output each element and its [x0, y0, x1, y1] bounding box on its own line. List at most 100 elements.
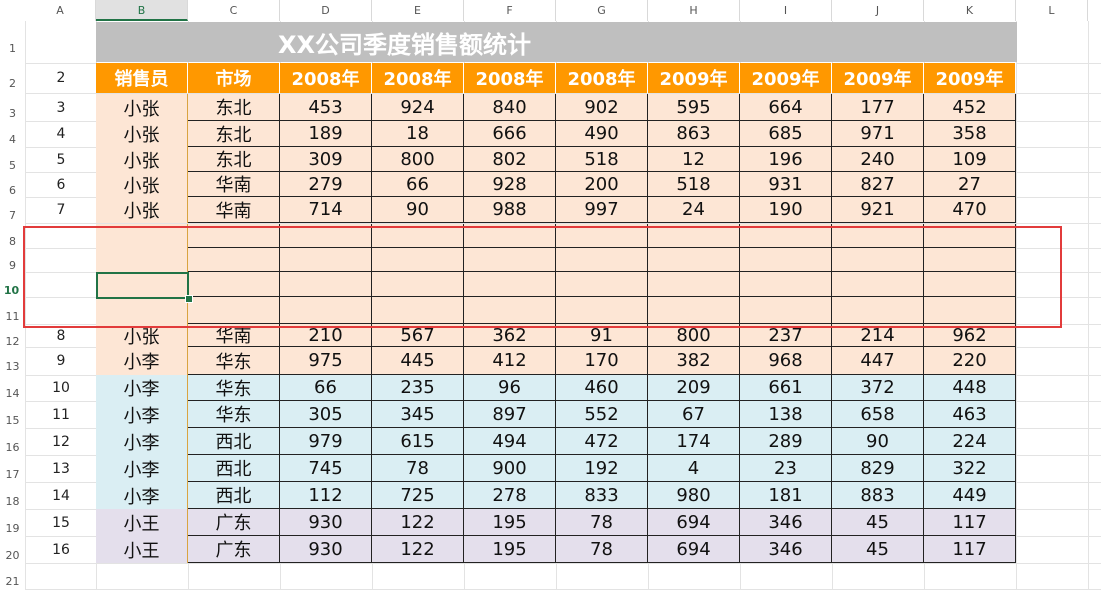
- value-cell[interactable]: 997: [556, 197, 648, 223]
- index-cell[interactable]: 4: [56, 126, 66, 142]
- empty-cell[interactable]: [832, 248, 924, 272]
- value-cell[interactable]: 192: [556, 455, 648, 482]
- row-header-13[interactable]: 13: [5, 360, 20, 373]
- value-cell[interactable]: 195: [464, 536, 556, 563]
- index-cell[interactable]: 3: [56, 99, 66, 116]
- value-cell[interactable]: 195: [464, 509, 556, 536]
- value-cell[interactable]: 615: [372, 428, 464, 455]
- value-cell[interactable]: 552: [556, 401, 648, 428]
- column-header-l[interactable]: L: [1016, 0, 1088, 21]
- row-header-17[interactable]: 17: [5, 468, 20, 481]
- empty-cell[interactable]: [188, 224, 280, 248]
- index-cell[interactable]: 5: [56, 151, 66, 168]
- value-cell[interactable]: 18: [372, 121, 464, 147]
- value-cell[interactable]: 463: [924, 401, 1016, 428]
- value-cell[interactable]: 445: [372, 347, 464, 375]
- value-cell[interactable]: 305: [280, 401, 372, 428]
- salesperson-cell[interactable]: 小李: [96, 347, 188, 375]
- column-header-b[interactable]: B: [96, 0, 188, 21]
- value-cell[interactable]: 453: [280, 94, 372, 121]
- value-cell[interactable]: 362: [464, 324, 556, 347]
- value-cell[interactable]: 240: [832, 147, 924, 172]
- value-cell[interactable]: 931: [740, 172, 832, 197]
- value-cell[interactable]: 962: [924, 324, 1016, 347]
- value-cell[interactable]: 971: [832, 121, 924, 147]
- value-cell[interactable]: 883: [832, 482, 924, 509]
- value-cell[interactable]: 235: [372, 375, 464, 401]
- value-cell[interactable]: 24: [648, 197, 740, 223]
- row-header-15[interactable]: 15: [5, 414, 20, 427]
- value-cell[interactable]: 210: [280, 324, 372, 347]
- value-cell[interactable]: 214: [832, 324, 924, 347]
- value-cell[interactable]: 658: [832, 401, 924, 428]
- value-cell[interactable]: 518: [648, 172, 740, 197]
- column-header-d[interactable]: D: [280, 0, 372, 21]
- value-cell[interactable]: 928: [464, 172, 556, 197]
- value-cell[interactable]: 96: [464, 375, 556, 401]
- column-header-c[interactable]: C: [188, 0, 280, 21]
- value-cell[interactable]: 27: [924, 172, 1016, 197]
- value-cell[interactable]: 117: [924, 536, 1016, 563]
- value-cell[interactable]: 412: [464, 347, 556, 375]
- index-cell[interactable]: 2: [56, 70, 66, 86]
- empty-cell[interactable]: [464, 224, 556, 248]
- value-cell[interactable]: 189: [280, 121, 372, 147]
- value-cell[interactable]: 902: [556, 94, 648, 121]
- empty-cell[interactable]: [96, 272, 188, 297]
- row-header-2[interactable]: 2: [9, 77, 16, 90]
- value-cell[interactable]: 224: [924, 428, 1016, 455]
- table-header-cell[interactable]: 2009年: [648, 63, 740, 93]
- table-header-cell[interactable]: 2008年: [464, 63, 556, 93]
- row-header-9[interactable]: 9: [9, 259, 16, 272]
- value-cell[interactable]: 190: [740, 197, 832, 223]
- value-cell[interactable]: 988: [464, 197, 556, 223]
- salesperson-cell[interactable]: 小李: [96, 401, 188, 428]
- value-cell[interactable]: 827: [832, 172, 924, 197]
- row-header-16[interactable]: 16: [5, 441, 20, 454]
- value-cell[interactable]: 980: [648, 482, 740, 509]
- row-header-20[interactable]: 20: [5, 549, 20, 562]
- value-cell[interactable]: 833: [556, 482, 648, 509]
- row-header-21[interactable]: 21: [5, 575, 20, 588]
- value-cell[interactable]: 220: [924, 347, 1016, 375]
- row-header-1[interactable]: 1: [9, 42, 16, 55]
- row-header-18[interactable]: 18: [5, 495, 20, 508]
- table-header-cell[interactable]: 2008年: [372, 63, 464, 93]
- column-header-h[interactable]: H: [648, 0, 740, 21]
- value-cell[interactable]: 921: [832, 197, 924, 223]
- value-cell[interactable]: 968: [740, 347, 832, 375]
- empty-cell[interactable]: [372, 272, 464, 297]
- value-cell[interactable]: 45: [832, 536, 924, 563]
- empty-cell[interactable]: [280, 224, 372, 248]
- column-header-j[interactable]: J: [832, 0, 924, 21]
- column-header-k[interactable]: K: [924, 0, 1016, 21]
- empty-cell[interactable]: [96, 248, 188, 272]
- value-cell[interactable]: 694: [648, 536, 740, 563]
- value-cell[interactable]: 91: [556, 324, 648, 347]
- market-cell[interactable]: 华东: [188, 375, 280, 401]
- value-cell[interactable]: 897: [464, 401, 556, 428]
- empty-cell[interactable]: [648, 297, 740, 324]
- market-cell[interactable]: 西北: [188, 455, 280, 482]
- value-cell[interactable]: 666: [464, 121, 556, 147]
- row-header-10[interactable]: 10: [0, 272, 25, 297]
- table-header-cell[interactable]: 销售员: [96, 63, 188, 93]
- empty-cell[interactable]: [832, 272, 924, 297]
- empty-cell[interactable]: [924, 224, 1016, 248]
- value-cell[interactable]: 685: [740, 121, 832, 147]
- market-cell[interactable]: 东北: [188, 121, 280, 147]
- value-cell[interactable]: 90: [832, 428, 924, 455]
- empty-cell[interactable]: [464, 297, 556, 324]
- market-cell[interactable]: 华南: [188, 324, 280, 347]
- index-cell[interactable]: 14: [52, 487, 70, 504]
- value-cell[interactable]: 930: [280, 536, 372, 563]
- value-cell[interactable]: 382: [648, 347, 740, 375]
- value-cell[interactable]: 174: [648, 428, 740, 455]
- empty-cell[interactable]: [280, 272, 372, 297]
- empty-cell[interactable]: [924, 248, 1016, 272]
- salesperson-cell[interactable]: 小王: [96, 509, 188, 536]
- row-header-6[interactable]: 6: [9, 184, 16, 197]
- value-cell[interactable]: 930: [280, 509, 372, 536]
- value-cell[interactable]: 346: [740, 536, 832, 563]
- value-cell[interactable]: 829: [832, 455, 924, 482]
